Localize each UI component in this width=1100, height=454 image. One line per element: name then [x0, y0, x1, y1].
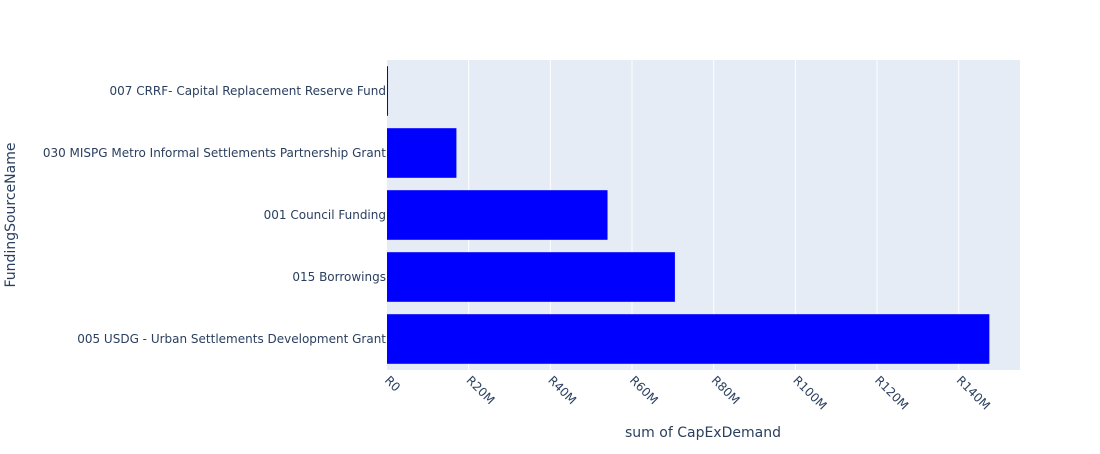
x-tick-label: R120M	[872, 373, 911, 412]
x-tick-label: R0	[382, 373, 403, 394]
x-axis-title: sum of CapExDemand	[625, 425, 781, 441]
x-tick-label: R20M	[464, 373, 498, 407]
y-category-label: 030 MISPG Metro Informal Settlements Par…	[43, 146, 386, 160]
x-tick-label: R100M	[790, 373, 829, 412]
y-axis-title: FundingSourceName	[3, 143, 19, 288]
bar[interactable]	[387, 314, 990, 364]
y-category-label: 005 USDG - Urban Settlements Development…	[77, 332, 386, 346]
x-tick-labels: R0 R20M R40M R60M R80M R100M R120M R140M	[382, 373, 993, 412]
category-labels: 007 CRRF- Capital Replacement Reserve Fu…	[43, 84, 386, 346]
bar[interactable]	[387, 66, 389, 116]
y-category-label: 007 CRRF- Capital Replacement Reserve Fu…	[110, 84, 387, 98]
bars	[387, 66, 990, 364]
x-tick-label: R80M	[709, 373, 743, 407]
x-tick-label: R40M	[545, 373, 579, 407]
bar[interactable]	[387, 252, 675, 302]
x-tick-label: R60M	[627, 373, 661, 407]
y-category-label: 015 Borrowings	[292, 270, 386, 284]
y-category-label: 001 Council Funding	[264, 208, 386, 222]
x-tick-label: R140M	[954, 373, 993, 412]
bar[interactable]	[387, 190, 608, 240]
bar[interactable]	[387, 128, 457, 178]
